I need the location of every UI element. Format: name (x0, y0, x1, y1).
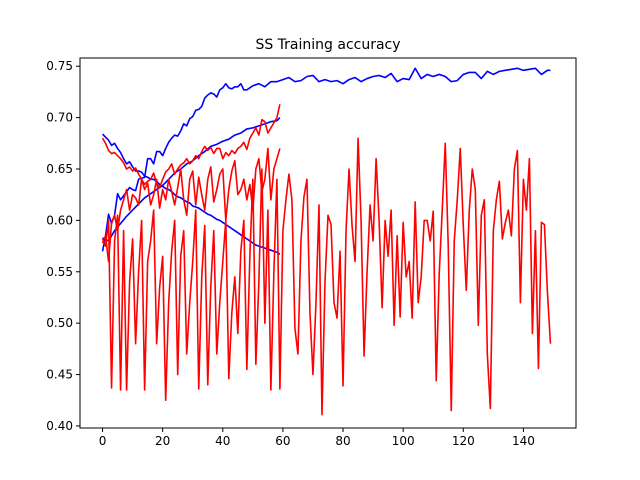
y-tick-label: 0.55 (46, 265, 73, 279)
y-tick-label: 0.60 (46, 213, 73, 227)
y-tick-label: 0.75 (46, 59, 73, 73)
x-tick-label: 120 (452, 434, 475, 448)
x-tick-label: 80 (335, 434, 350, 448)
x-tick-label: 0 (99, 434, 107, 448)
series-line-6 (101, 137, 552, 416)
y-axis: 0.40 0.45 0.50 0.55 0.60 0.65 0.70 0.75 (46, 59, 80, 433)
chart-title: SS Training accuracy (255, 37, 400, 53)
y-tick-label: 0.45 (46, 368, 73, 382)
series-line-4 (101, 104, 281, 189)
series-line-1 (101, 67, 551, 252)
series-line-5 (101, 147, 281, 263)
y-tick-label: 0.65 (46, 162, 73, 176)
x-tick-label: 20 (155, 434, 170, 448)
x-tick-label: 140 (512, 434, 535, 448)
x-tick-label: 40 (215, 434, 230, 448)
x-tick-label: 100 (392, 434, 415, 448)
series-layer (101, 67, 552, 416)
y-tick-label: 0.40 (46, 419, 73, 433)
y-tick-label: 0.70 (46, 111, 73, 125)
x-tick-label: 60 (275, 434, 290, 448)
y-tick-label: 0.50 (46, 316, 73, 330)
plot-frame (79, 57, 577, 429)
x-axis: 0 20 40 60 80 100 120 140 (99, 428, 535, 448)
